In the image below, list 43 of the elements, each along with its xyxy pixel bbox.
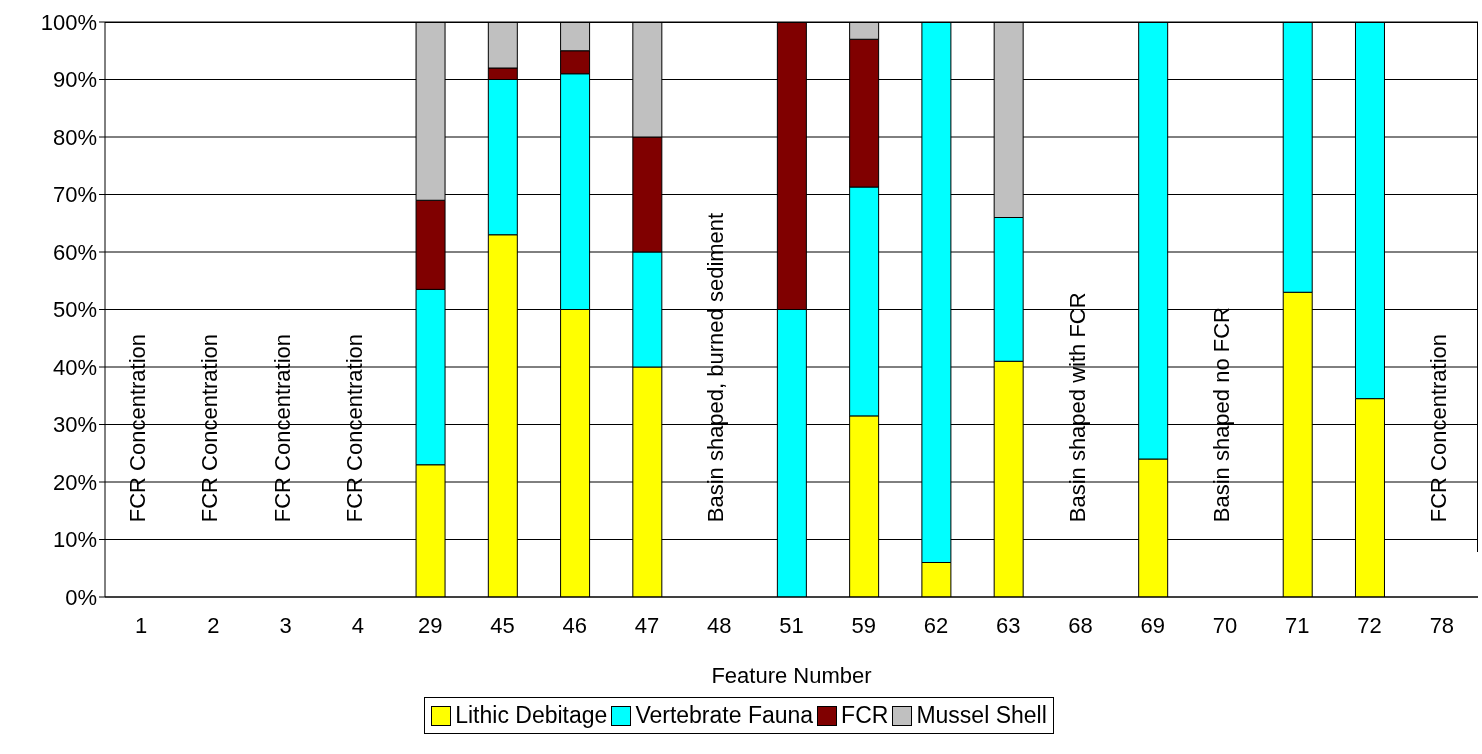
legend-label: Lithic Debitage (455, 702, 608, 729)
annotation: FCR Concentration (341, 333, 367, 523)
annotation: Basin shaped with FCR (1064, 292, 1090, 523)
x-tick-label: 47 (634, 612, 660, 638)
x-tick-label: 2 (207, 612, 220, 638)
y-tick-label: 70% (52, 182, 97, 208)
x-tick-label: 70 (1212, 612, 1238, 638)
annotation: FCR Concentration (1425, 333, 1451, 523)
y-tick-label: 100% (40, 9, 97, 35)
y-tick-label: 80% (52, 124, 97, 150)
y-tick-label: 20% (52, 469, 97, 495)
x-tick-label: 68 (1068, 612, 1093, 638)
y-tick-label: 90% (52, 67, 97, 93)
y-tick-label: 40% (52, 354, 97, 380)
x-tick-label: 4 (351, 612, 365, 638)
legend-label: FCR (841, 702, 889, 729)
annotation: FCR Concentration (197, 333, 223, 523)
y-tick-label: 30% (52, 412, 97, 438)
annotation: Basin shaped no FCR (1209, 307, 1235, 523)
x-tick-label: 59 (851, 612, 877, 638)
x-tick-label: 29 (417, 612, 443, 638)
x-tick-label: 72 (1357, 612, 1382, 638)
x-tick-label: 1 (135, 612, 148, 638)
x-axis-title: Feature Number (711, 662, 872, 688)
legend-label: Vertebrate Fauna (635, 702, 814, 729)
x-tick-label: 48 (706, 612, 732, 638)
y-tick-label: 0% (65, 584, 97, 610)
x-tick-label: 78 (1429, 612, 1455, 638)
x-tick-label: 45 (490, 612, 515, 638)
y-tick-label: 50% (52, 297, 97, 323)
annotation: FCR Concentration (269, 333, 295, 523)
x-tick-label: 63 (996, 612, 1021, 638)
x-tick-label: 69 (1140, 612, 1166, 638)
annotation: Basin shaped, burned sediment (703, 212, 729, 523)
x-tick-label: 62 (923, 612, 949, 638)
x-tick-label: 71 (1285, 612, 1310, 638)
x-tick-label: 3 (279, 612, 292, 638)
legend-label: Mussel Shell (916, 702, 1047, 729)
annotation: FCR Concentration (125, 333, 151, 523)
x-tick-label: 46 (562, 612, 587, 638)
x-tick-label: 51 (779, 612, 804, 638)
y-tick-label: 60% (52, 239, 97, 265)
y-tick-label: 10% (52, 527, 97, 553)
